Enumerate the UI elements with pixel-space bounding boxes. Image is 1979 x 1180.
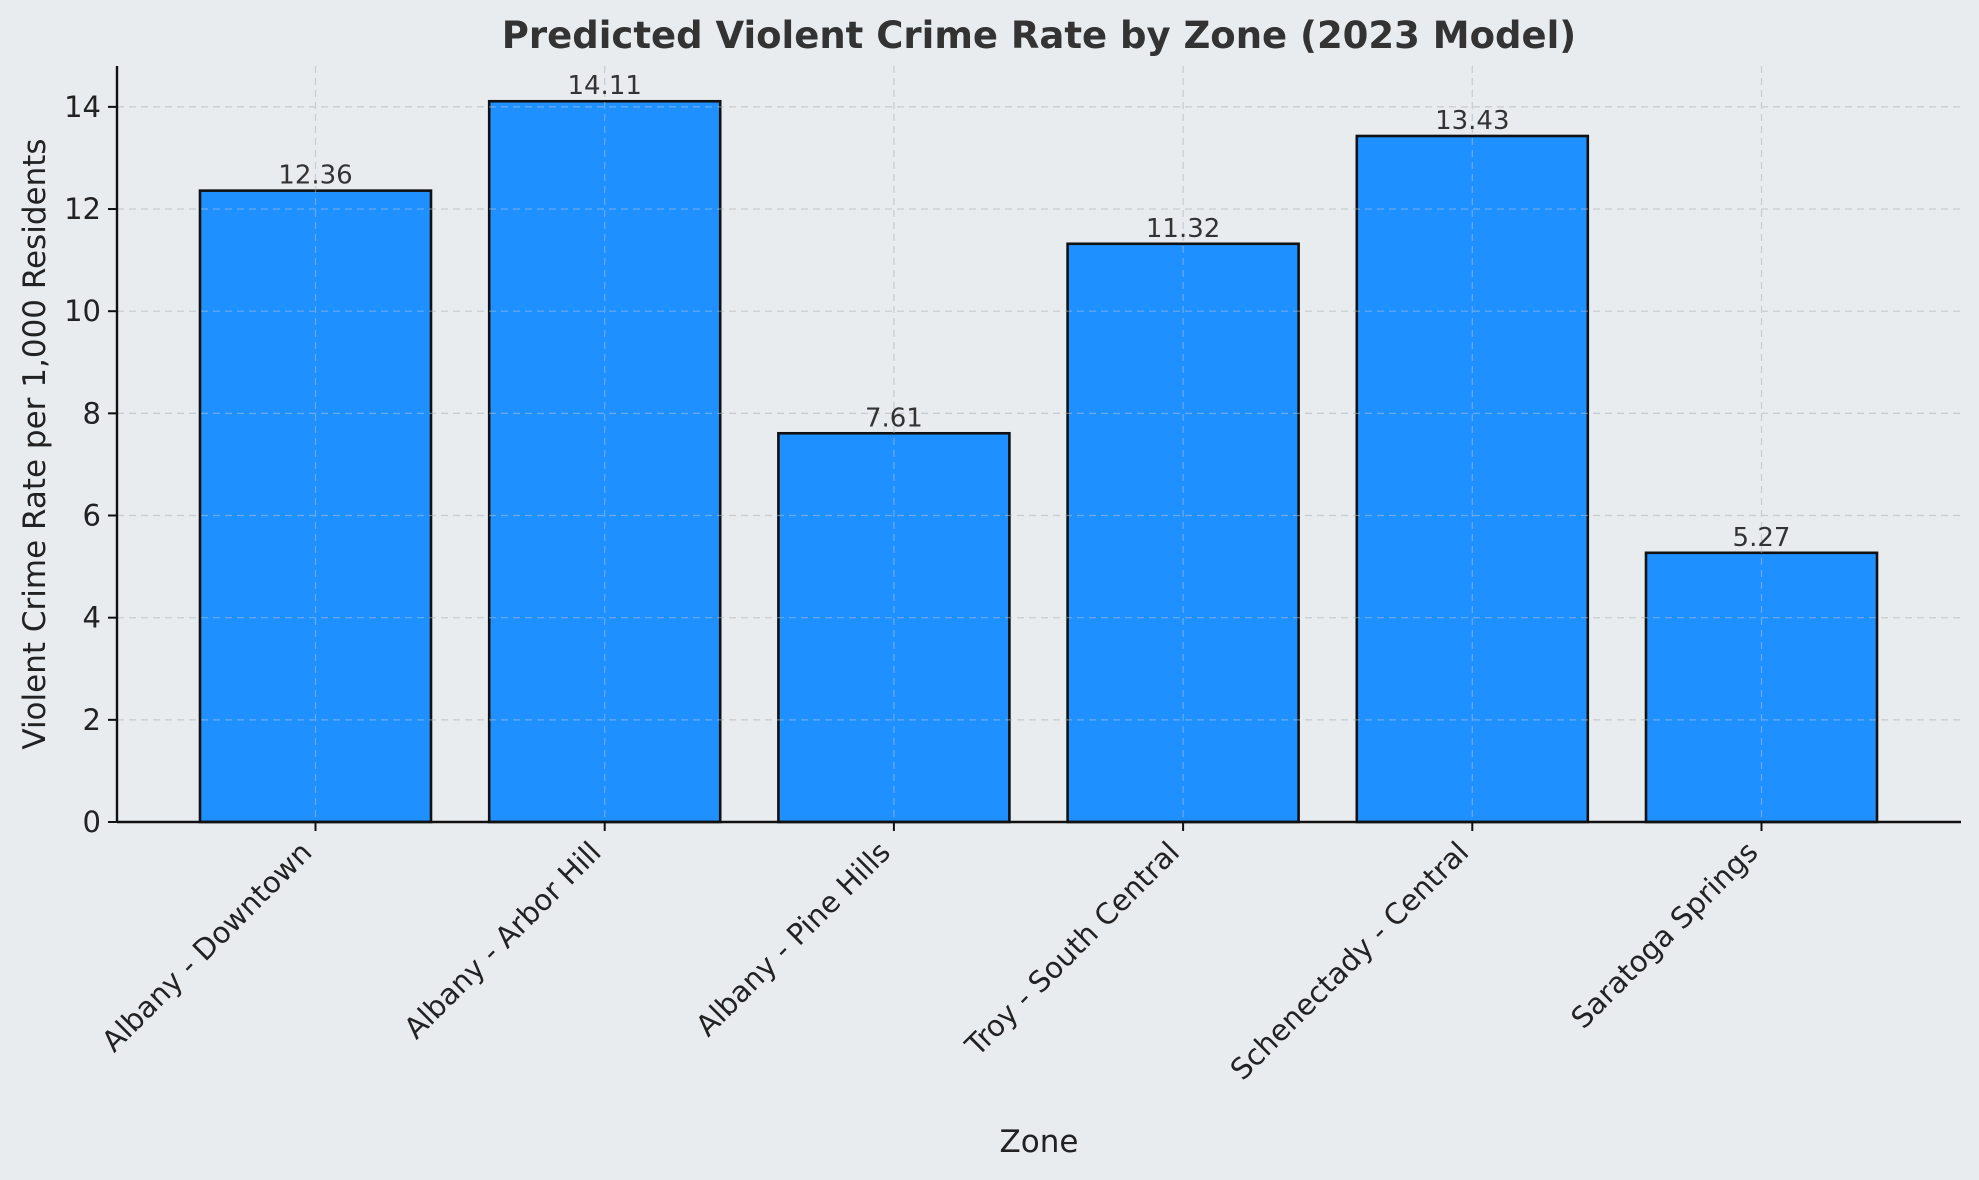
y-tick-label: 2 [83, 703, 101, 737]
data-label: 12.36 [278, 161, 352, 191]
y-ticks-layer: 0 2 4 6 8 10 12 14 [64, 90, 117, 839]
bar [1355, 134, 1590, 824]
bar [1644, 551, 1879, 824]
bars-layer [117, 66, 1961, 824]
y-tick-label: 6 [83, 499, 101, 533]
y-tick-label: 10 [64, 294, 101, 328]
y-tick-label: 8 [83, 396, 101, 430]
data-label: 7.61 [865, 403, 923, 433]
data-label: 13.43 [1435, 106, 1509, 136]
y-axis-title: Violent Crime Rate per 1,000 Residents [17, 138, 53, 749]
data-label: 5.27 [1733, 523, 1791, 553]
chart-title: Predicted Violent Crime Rate by Zone (20… [502, 14, 1576, 57]
y-tick-label: 12 [64, 192, 101, 226]
data-label: 14.11 [567, 71, 641, 101]
bar [487, 99, 722, 824]
data-labels-layer: 12.36 14.11 7.61 11.32 13.43 5.27 [278, 71, 1790, 553]
bar [198, 189, 433, 824]
y-tick-label: 14 [64, 90, 101, 124]
axes-layer [115, 66, 1961, 824]
x-axis-title: Zone [1000, 1124, 1079, 1160]
y-tick-label: 0 [83, 805, 101, 839]
y-tick-label: 4 [83, 601, 101, 635]
data-label: 11.32 [1146, 214, 1220, 244]
